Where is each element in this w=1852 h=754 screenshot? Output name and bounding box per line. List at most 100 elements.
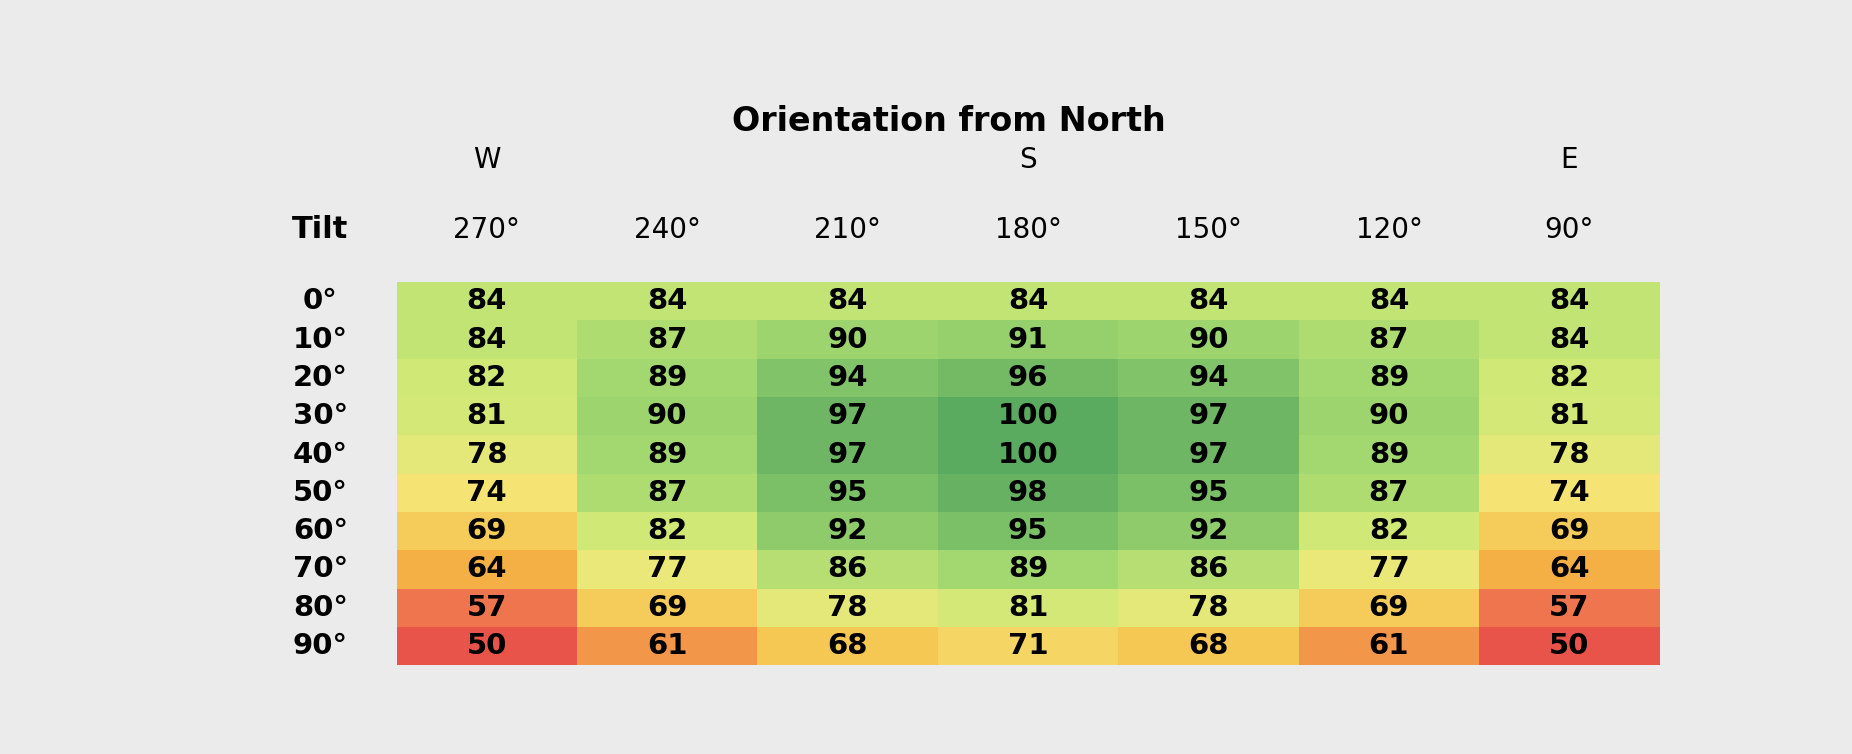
FancyBboxPatch shape: [1298, 397, 1480, 435]
Text: S: S: [1019, 146, 1037, 174]
Text: 97: 97: [828, 402, 869, 431]
FancyBboxPatch shape: [578, 474, 757, 512]
FancyBboxPatch shape: [937, 512, 1119, 550]
Text: 100: 100: [998, 402, 1059, 431]
Text: 89: 89: [646, 440, 687, 468]
Text: 120°: 120°: [1356, 216, 1422, 244]
FancyBboxPatch shape: [757, 627, 937, 665]
Text: 69: 69: [646, 594, 687, 622]
FancyBboxPatch shape: [1480, 397, 1659, 435]
FancyBboxPatch shape: [937, 320, 1119, 359]
Text: 30°: 30°: [293, 402, 348, 431]
FancyBboxPatch shape: [1480, 320, 1659, 359]
Text: 70°: 70°: [293, 556, 348, 584]
FancyBboxPatch shape: [757, 435, 937, 474]
Text: 100: 100: [998, 440, 1059, 468]
Text: 77: 77: [1369, 556, 1409, 584]
Text: 84: 84: [1550, 287, 1589, 315]
FancyBboxPatch shape: [757, 512, 937, 550]
FancyBboxPatch shape: [937, 359, 1119, 397]
Text: 89: 89: [1007, 556, 1048, 584]
FancyBboxPatch shape: [396, 589, 578, 627]
Text: 81: 81: [1550, 402, 1589, 431]
Text: 64: 64: [467, 556, 507, 584]
Text: 50: 50: [1550, 632, 1589, 660]
Text: 61: 61: [1369, 632, 1409, 660]
Text: 57: 57: [1548, 594, 1589, 622]
Text: 90°: 90°: [293, 632, 348, 660]
Text: 71: 71: [1007, 632, 1048, 660]
FancyBboxPatch shape: [1298, 474, 1480, 512]
Text: 92: 92: [1189, 517, 1228, 545]
Text: 96: 96: [1007, 364, 1048, 392]
Text: 90: 90: [828, 326, 869, 354]
FancyBboxPatch shape: [578, 589, 757, 627]
Text: 69: 69: [1548, 517, 1589, 545]
Text: 180°: 180°: [995, 216, 1061, 244]
Text: 84: 84: [646, 287, 687, 315]
Text: 91: 91: [1007, 326, 1048, 354]
Text: 87: 87: [1369, 479, 1409, 507]
Text: 84: 84: [467, 287, 507, 315]
Text: 68: 68: [828, 632, 869, 660]
Text: 82: 82: [646, 517, 687, 545]
Text: 95: 95: [1189, 479, 1228, 507]
Text: 60°: 60°: [293, 517, 348, 545]
Text: 50°: 50°: [293, 479, 348, 507]
FancyBboxPatch shape: [1480, 589, 1659, 627]
Text: 84: 84: [1369, 287, 1409, 315]
FancyBboxPatch shape: [757, 282, 937, 320]
Text: Orientation from North: Orientation from North: [732, 105, 1167, 138]
FancyBboxPatch shape: [1480, 359, 1659, 397]
FancyBboxPatch shape: [1119, 397, 1298, 435]
FancyBboxPatch shape: [578, 627, 757, 665]
Text: 89: 89: [1369, 364, 1409, 392]
FancyBboxPatch shape: [1119, 435, 1298, 474]
Text: 92: 92: [828, 517, 869, 545]
Text: 57: 57: [467, 594, 507, 622]
Text: 74: 74: [467, 479, 507, 507]
Text: 84: 84: [828, 287, 869, 315]
FancyBboxPatch shape: [1119, 550, 1298, 589]
FancyBboxPatch shape: [937, 589, 1119, 627]
FancyBboxPatch shape: [578, 512, 757, 550]
Text: 78: 78: [1189, 594, 1228, 622]
FancyBboxPatch shape: [1480, 550, 1659, 589]
FancyBboxPatch shape: [1480, 282, 1659, 320]
Text: 89: 89: [1369, 440, 1409, 468]
FancyBboxPatch shape: [578, 435, 757, 474]
FancyBboxPatch shape: [1480, 512, 1659, 550]
Text: 78: 78: [828, 594, 869, 622]
Text: 90: 90: [1189, 326, 1228, 354]
Text: 84: 84: [1550, 326, 1589, 354]
FancyBboxPatch shape: [937, 474, 1119, 512]
FancyBboxPatch shape: [1480, 474, 1659, 512]
FancyBboxPatch shape: [1119, 282, 1298, 320]
Text: 78: 78: [467, 440, 507, 468]
FancyBboxPatch shape: [1119, 512, 1298, 550]
FancyBboxPatch shape: [757, 589, 937, 627]
FancyBboxPatch shape: [937, 282, 1119, 320]
Text: 40°: 40°: [293, 440, 348, 468]
Text: 97: 97: [1189, 402, 1230, 431]
FancyBboxPatch shape: [396, 474, 578, 512]
FancyBboxPatch shape: [1298, 589, 1480, 627]
FancyBboxPatch shape: [1298, 627, 1480, 665]
FancyBboxPatch shape: [578, 550, 757, 589]
FancyBboxPatch shape: [757, 397, 937, 435]
Text: E: E: [1561, 146, 1578, 174]
FancyBboxPatch shape: [757, 474, 937, 512]
FancyBboxPatch shape: [1480, 435, 1659, 474]
FancyBboxPatch shape: [1119, 627, 1298, 665]
Text: 89: 89: [646, 364, 687, 392]
FancyBboxPatch shape: [757, 359, 937, 397]
Text: 82: 82: [1369, 517, 1409, 545]
FancyBboxPatch shape: [1119, 589, 1298, 627]
Text: 90: 90: [646, 402, 687, 431]
Text: 210°: 210°: [815, 216, 882, 244]
Text: 81: 81: [467, 402, 507, 431]
Text: 82: 82: [1550, 364, 1589, 392]
Text: 69: 69: [1369, 594, 1409, 622]
Text: 270°: 270°: [454, 216, 520, 244]
FancyBboxPatch shape: [1119, 320, 1298, 359]
